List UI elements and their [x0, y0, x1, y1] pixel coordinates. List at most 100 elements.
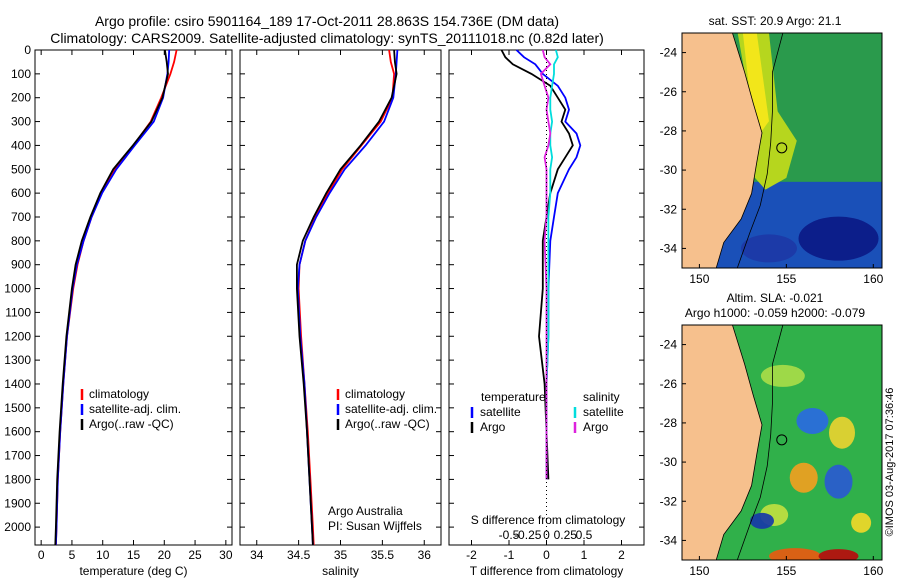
sla-anomaly-2 [789, 462, 818, 493]
x-tick-label: -2 [466, 548, 477, 562]
y-tick-label: 1600 [4, 425, 31, 439]
x-axis-label: temperature (deg C) [79, 564, 187, 578]
x-tick-label: 0 [38, 548, 45, 562]
map-y-tick-label: -24 [660, 46, 678, 60]
sla-anomaly-6 [851, 512, 872, 533]
plot-frame [34, 49, 233, 546]
sst-deep-cold-patch [798, 216, 879, 261]
float-position-marker [776, 142, 788, 154]
x-tick-label: 34 [250, 548, 264, 562]
land-australia [682, 33, 763, 268]
difference-panel: -2 -1 0 1 2 T difference from climatology -0.5… [448, 49, 645, 578]
x-axis-label: T difference from climatology [470, 564, 624, 578]
y-tick-label: 1000 [4, 282, 31, 296]
map-y-tick-label: -26 [660, 377, 678, 391]
y-tick-label: 700 [11, 210, 31, 224]
map-x-tick-label: 160 [863, 564, 883, 578]
legend-label: satellite-adj. clim. [345, 402, 437, 416]
map-y-tick-label: -26 [660, 85, 678, 99]
sla-map-title-1: Altim. SLA: -0.021 [727, 291, 824, 305]
x-tick-label: 20 [158, 548, 172, 562]
title-line-2: Climatology: CARS2009. Satellite-adjuste… [50, 30, 604, 46]
s-tick-label: 0 [543, 528, 550, 542]
legend-label: satellite [480, 405, 521, 419]
title-line-1: Argo profile: csiro 5901164_189 17-Oct-2… [95, 13, 559, 29]
x-tick-label: 1 [581, 548, 588, 562]
legend-label: satellite [583, 405, 624, 419]
map-y-tick-label: -28 [660, 416, 678, 430]
y-tick-label: 1200 [4, 329, 31, 343]
salinity-panel: 34 34.5 35 35.5 36 salinity climatologysatelli… [239, 49, 442, 578]
y-tick-label: 200 [11, 91, 31, 105]
x-tick-label: 10 [96, 548, 110, 562]
isobath-contour [736, 325, 784, 560]
series-line-3 [539, 49, 552, 480]
sla-anomaly-0 [796, 407, 829, 434]
y-tick-label: 1100 [5, 305, 31, 319]
y-tick-label: 300 [11, 115, 31, 129]
sst-cold-patch [740, 234, 797, 263]
map-y-tick-label: -30 [660, 455, 678, 469]
sla-anomaly-9 [760, 364, 805, 387]
map-frame [681, 324, 883, 561]
x-tick-label: 34.5 [287, 548, 311, 562]
float-position-marker [776, 434, 788, 446]
s-tick-label: 0.5 [576, 528, 593, 542]
legend-label: Argo [583, 420, 609, 434]
x-tick-label: 0 [543, 548, 550, 562]
map-frame [681, 32, 883, 269]
y-tick-label: 900 [11, 258, 31, 272]
y-tick-label: 1800 [4, 472, 31, 486]
map-y-tick-label: -24 [660, 338, 678, 352]
x-tick-label: 36 [418, 548, 432, 562]
legend-label: climatology [89, 387, 149, 401]
y-tick-label: 100 [11, 67, 31, 81]
sla-map-title-2: Argo h1000: -0.059 h2000: -0.079 [685, 306, 865, 320]
map-y-tick-label: -28 [660, 124, 678, 138]
y-tick-label: 2000 [4, 520, 31, 534]
map-y-tick-label: -32 [660, 494, 678, 508]
y-tick-label: 400 [11, 138, 31, 152]
series-line-1 [500, 49, 574, 480]
land-australia [682, 325, 763, 560]
sla-anomaly-5 [750, 512, 774, 529]
imos-timestamp: ©IMOS 03-Aug-2017 07:36:46 [884, 388, 896, 537]
x-tick-label: -1 [504, 548, 515, 562]
sla-anomaly-8 [818, 549, 859, 560]
y-tick-label: 0 [24, 43, 31, 57]
s-tick-label: -0.25 [514, 528, 542, 542]
y-tick-label: 1400 [4, 377, 31, 391]
x-tick-label: 35 [334, 548, 348, 562]
map-x-tick-label: 155 [776, 564, 796, 578]
s-tick-label: 0.25 [554, 528, 578, 542]
legend-label: climatology [345, 387, 405, 401]
map-y-tick-label: -30 [660, 163, 678, 177]
y-tick-label: 1700 [4, 449, 31, 463]
series-line-2 [545, 49, 559, 480]
map-x-tick-label: 155 [776, 272, 796, 286]
s-tick-label: -0.5 [499, 528, 520, 542]
annotation-institution: Argo Australia [328, 504, 403, 518]
legend-label: Argo [480, 420, 506, 434]
series-line-2 [295, 49, 398, 546]
legend-temperature-title: temperature [481, 390, 546, 404]
x-tick-label: 35.5 [371, 548, 395, 562]
sla-anomaly-3 [824, 464, 853, 499]
map-y-tick-label: -34 [660, 533, 678, 547]
sst-warmest-core [742, 33, 769, 141]
map-x-tick-label: 160 [863, 272, 883, 286]
legend-salinity-title: salinity [583, 390, 620, 404]
sst-map-panel: sat. SST: 20.9 Argo: 21.1 150 155 160 -24 -26… [660, 14, 884, 286]
map-content [682, 325, 882, 560]
x-tick-label: 15 [127, 548, 141, 562]
series-line-2 [54, 49, 169, 546]
x-tick-label: 2 [618, 548, 625, 562]
map-x-tick-label: 150 [689, 272, 709, 286]
map-content [682, 33, 882, 268]
y-tick-label: 500 [11, 162, 31, 176]
y-tick-label: 1300 [4, 353, 31, 367]
sla-anomaly-7 [769, 548, 822, 560]
legend-label: satellite-adj. clim. [89, 402, 181, 416]
